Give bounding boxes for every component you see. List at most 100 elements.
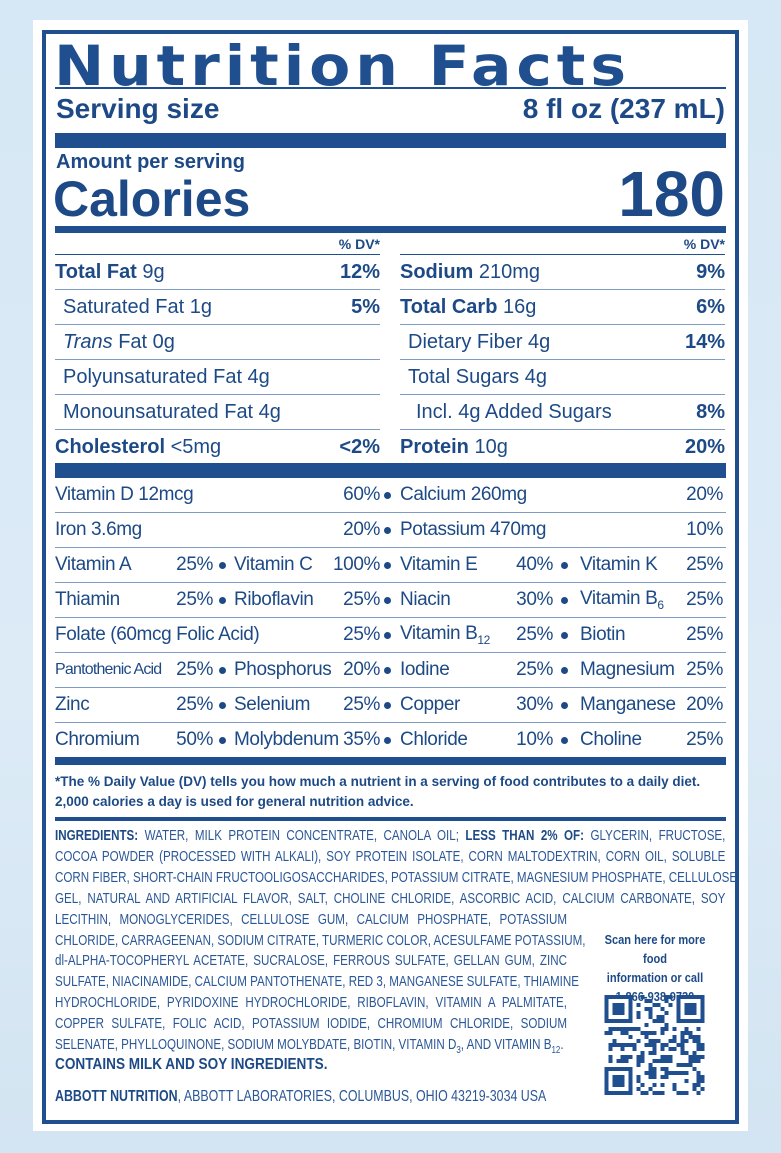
vitamin-name-text: Vitamin K: [580, 554, 658, 575]
dv-header: % DV*: [400, 236, 725, 255]
vitamin-name: Manganese: [580, 694, 676, 716]
nutrient-label: Incl. 4g Added Sugars: [400, 401, 612, 424]
nutrient-name: Incl. 4g Added Sugars: [416, 400, 612, 423]
vitamin-pct: 25%: [516, 624, 553, 645]
ingredients-text: HYDROCHLORIDE, PYRIDOXINE HYDROCHLORIDE,…: [55, 995, 567, 1012]
calories-label: Calories: [53, 171, 251, 227]
vitamin-pct: 25%: [176, 659, 213, 680]
nutrient-name: Dietary Fiber 4g: [408, 330, 551, 353]
vitamin-name-text: Vitamin D 12mcg: [55, 484, 194, 505]
nutrient-row: Polyunsaturated Fat 4g: [55, 360, 380, 395]
vitamin-name-text: Pantothenic Acid: [55, 661, 162, 678]
ingredients-text: LECITHIN, MONOGLYCERIDES, CELLULOSE GUM,…: [55, 911, 567, 928]
vitamin-name: Thiamin: [55, 589, 120, 611]
vitamin-name: Chloride: [400, 729, 468, 751]
vitamin-pct: 10%: [516, 729, 553, 750]
vitamin-pct: 100%: [333, 554, 380, 575]
nutrient-name: Polyunsaturated Fat 4g: [63, 365, 270, 388]
vitamin-name-text: Iron 3.6mg: [55, 519, 142, 540]
vitamin-name-text: Magnesium: [580, 659, 675, 680]
vitamin-name-text: Vitamin C: [234, 554, 313, 575]
bullet-icon: [384, 492, 391, 499]
vitamin-pct: 20%: [343, 659, 380, 680]
vitamin-name: Folate (60mcg Folic Acid): [55, 624, 260, 646]
vitamin-name: Potassium 470mg: [400, 519, 546, 541]
vitamin-item: Vitamin B6 25%: [580, 583, 723, 617]
nutrients-left-column: % DV* Total Fat 9g 12% Saturated Fat 1g 5% T…: [55, 236, 380, 464]
thick-divider: [55, 757, 726, 765]
bullet-icon: [219, 667, 226, 674]
vitamin-item: Vitamin A 25%: [55, 548, 213, 582]
ingredients-text: SULFATE, NIACINAMIDE, CALCIUM PANTOTHENA…: [55, 974, 580, 991]
label-panel: [33, 20, 748, 1131]
nutrient-label: Sodium 210mg: [400, 261, 540, 284]
nutrient-name: Total Carb: [400, 295, 498, 318]
qr-code-icon[interactable]: [603, 995, 706, 1095]
nutrient-name: Total Sugars 4g: [408, 365, 547, 388]
nutrient-label: Total Carb 16g: [400, 296, 536, 319]
vitamin-name: Zinc: [55, 694, 90, 716]
vitamin-name: Vitamin D 12mcg: [55, 484, 194, 506]
ingredients-text: 3: [456, 1044, 461, 1056]
ingredients-text: dl-ALPHA-TOCOPHERYL ACETATE, SUCRALOSE, …: [55, 953, 567, 970]
ingredients-text: INGREDIENTS:: [55, 828, 139, 844]
vitamin-pct: 60%: [343, 484, 380, 505]
nutrient-dv: <2%: [339, 435, 380, 458]
bullet-icon: [561, 702, 568, 709]
vitamin-name-text: Vitamin B: [400, 623, 478, 645]
ingredients-text: , AND VITAMIN B: [460, 1037, 552, 1053]
vitamin-item: Phosphorus 20%: [234, 653, 380, 687]
nutrient-label: Protein 10g: [400, 436, 508, 459]
bullet-icon: [219, 737, 226, 744]
vitamin-pct: 25%: [176, 589, 213, 610]
nutrient-label: Monounsaturated Fat 4g: [55, 401, 281, 424]
vitamin-name: Vitamin E: [400, 554, 478, 576]
vitamin-name: Phosphorus: [234, 659, 332, 681]
ingredients-text: GLYCERIN, FRUCTOSE,: [584, 828, 726, 844]
vitamin-row: Thiamin 25% Riboflavin 25% Niacin 30% Vitamin …: [55, 583, 726, 618]
scan-info: Scan here for more food information or c…: [591, 930, 719, 1006]
nutrient-dv: 6%: [696, 295, 725, 318]
vitamin-name-text: Vitamin A: [55, 554, 132, 575]
bullet-icon: [384, 632, 391, 639]
vitamin-name-text: Manganese: [580, 694, 676, 715]
nutrient-row: Sodium 210mg 9%: [400, 255, 725, 290]
vitamin-item: Biotin 25%: [580, 618, 723, 652]
vitamin-name: Biotin: [580, 624, 626, 646]
dv-header: % DV*: [55, 236, 380, 255]
vitamin-pct: 50%: [176, 729, 213, 750]
scan-text-2: information or call: [606, 970, 704, 985]
nutrient-amount: Fat 0g: [112, 330, 175, 353]
vitamin-item: Copper 30%: [400, 688, 553, 722]
ingredients-line: LECITHIN, MONOGLYCERIDES, CELLULOSE GUM,…: [55, 910, 567, 931]
bullet-icon: [219, 702, 226, 709]
vitamin-name-text: Choline: [580, 729, 642, 750]
nutrient-amount: 10g: [468, 435, 508, 458]
vitamin-name: Pantothenic Acid: [55, 661, 162, 679]
vitamin-pct: 35%: [343, 729, 380, 750]
vitamin-name-text: Niacin: [400, 589, 451, 610]
vitamin-name-text: Vitamin E: [400, 554, 478, 575]
vitamin-item: Selenium 25%: [234, 688, 380, 722]
bullet-icon: [561, 737, 568, 744]
vitamin-item: Chromium 50%: [55, 723, 213, 757]
ingredients-text: WATER, MILK PROTEIN CONCENTRATE, CANOLA …: [138, 828, 466, 844]
nutrient-amount: <5mg: [165, 435, 222, 458]
ingredients-text: .: [560, 1037, 564, 1053]
vitamin-name-text: Potassium 470mg: [400, 519, 547, 540]
vitamin-name-text: Phosphorus: [234, 659, 332, 680]
vitamin-item: Molybdenum 35%: [234, 723, 380, 757]
nutrient-label: Dietary Fiber 4g: [400, 331, 550, 354]
bullet-icon: [561, 632, 568, 639]
vitamin-name: Vitamin C: [234, 554, 313, 576]
ingredients-text: 12: [551, 1044, 561, 1056]
vitamin-item: Potassium 470mg 10%: [400, 513, 723, 547]
vitamin-pct: 20%: [686, 484, 723, 505]
divider: [55, 87, 726, 89]
vitamin-item: Chloride 10%: [400, 723, 553, 757]
bullet-icon: [384, 527, 391, 534]
manufacturer-address: , ABBOTT LABORATORIES, COLUMBUS, OHIO 43…: [177, 1088, 547, 1105]
nutrient-row: Total Sugars 4g: [400, 360, 725, 395]
vitamin-pct: 30%: [516, 694, 553, 715]
vitamin-name-text: Folate (60mcg Folic Acid): [55, 624, 260, 645]
